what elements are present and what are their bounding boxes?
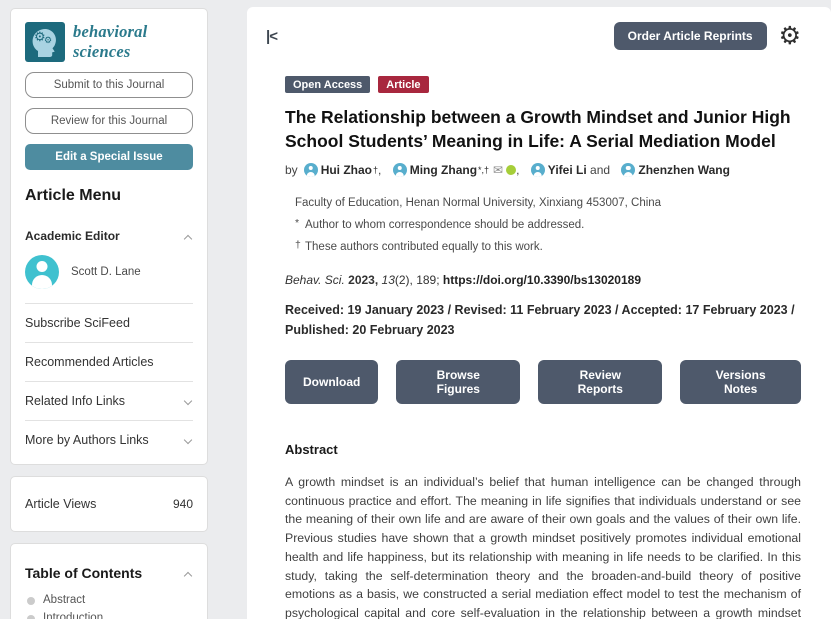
toc-panel: Table of Contents Abstract Introduction …	[10, 543, 208, 619]
citation-issue-pages: (2), 189;	[394, 273, 443, 288]
chevron-down-icon	[183, 435, 193, 445]
article-toolbar: |< Order Article Reprints ⚙	[260, 22, 801, 50]
author-footnote-mark: *,†	[478, 165, 490, 176]
academic-editor-label: Academic Editor	[25, 229, 120, 243]
email-icon[interactable]: ✉	[493, 163, 504, 178]
sidebar-item-recommended-articles[interactable]: Recommended Articles	[25, 342, 193, 381]
toc-header[interactable]: Table of Contents	[25, 557, 193, 591]
toolbar-right: Order Article Reprints ⚙	[613, 21, 801, 50]
article-menu-title: Article Menu	[25, 187, 122, 204]
footnote-text: These authors contributed equally to thi…	[305, 240, 543, 253]
article-badges: Open Access Article	[285, 76, 801, 93]
chevron-up-icon	[183, 234, 193, 243]
edit-special-issue-button[interactable]: Edit a Special Issue	[25, 144, 193, 170]
author-avatar-icon	[303, 163, 318, 178]
sidebar-item-related-info-links[interactable]: Related Info Links	[25, 381, 193, 420]
author-link[interactable]: Zhenzhen Wang	[638, 163, 730, 178]
journal-abbrev: Behav. Sci.	[285, 273, 345, 288]
article-type-badge: Article	[378, 76, 429, 93]
chevron-down-icon	[183, 396, 193, 406]
footnote-marker: *	[295, 216, 300, 229]
versions-notes-button[interactable]: Versions Notes	[680, 360, 801, 405]
citation-volume: 13	[381, 273, 395, 288]
main-panel: |< Order Article Reprints ⚙ Open Access …	[247, 7, 831, 619]
article-content: Open Access Article The Relationship bet…	[260, 50, 801, 619]
author-link[interactable]: Hui Zhao	[320, 163, 373, 178]
footnote-text: Author to whom correspondence should be …	[305, 218, 585, 231]
settings-gear-icon[interactable]: ⚙	[778, 21, 801, 50]
footnote-marker: †	[295, 238, 301, 251]
citation-line: Behav. Sci. 2023, 13(2), 189; https://do…	[285, 273, 801, 287]
affiliation: Faculty of Education, Henan Normal Unive…	[295, 197, 662, 210]
article-dates: Received: 19 January 2023 / Revised: 11 …	[285, 303, 795, 337]
equal-contribution-footnote: † These authors contributed equally to th…	[295, 236, 801, 258]
collapse-sidebar-icon[interactable]: |<	[266, 27, 278, 45]
academic-editor-header[interactable]: Academic Editor	[25, 219, 193, 247]
sidebar-item-label: More by Authors Links	[25, 433, 149, 447]
review-reports-button[interactable]: Review Reports	[538, 360, 663, 405]
author-footnote-mark: †	[373, 165, 379, 176]
sidebar-item-more-by-authors[interactable]: More by Authors Links	[25, 420, 193, 451]
journal-logo-icon: ⚙ ⚙	[25, 22, 65, 62]
journal-logo[interactable]: ⚙ ⚙ behavioral sciences	[25, 22, 193, 62]
citation-year: 2023,	[344, 273, 382, 288]
article-views-label: Article Views	[25, 497, 97, 511]
gear-icon: ⚙	[44, 35, 53, 45]
author-avatar-icon	[621, 163, 636, 178]
editor-avatar	[25, 255, 59, 289]
open-access-badge: Open Access	[285, 76, 371, 93]
byline-prefix: by	[285, 163, 298, 178]
author-byline: by Hui Zhao † , Ming Zhang *,† ✉ , Yifei…	[285, 163, 801, 178]
toc-item-abstract[interactable]: Abstract	[25, 591, 193, 609]
article-views-panel: Article Views 940	[10, 476, 208, 532]
abstract-text: A growth mindset is an individual’s beli…	[285, 475, 801, 619]
author-separator: ,	[516, 163, 523, 178]
author-separator: and	[586, 163, 614, 178]
action-buttons: Download Browse Figures Review Reports V…	[285, 360, 801, 405]
author-avatar-icon	[392, 163, 407, 178]
toc-item-introduction[interactable]: Introduction	[25, 609, 193, 619]
browse-figures-button[interactable]: Browse Figures	[396, 360, 521, 405]
affiliation-block: Faculty of Education, Henan Normal Unive…	[285, 193, 801, 257]
doi-link[interactable]: https://doi.org/10.3390/bs13020189	[442, 273, 641, 288]
author-link[interactable]: Yifei Li	[547, 163, 587, 178]
orcid-icon[interactable]	[506, 165, 517, 176]
abstract-heading: Abstract	[285, 442, 338, 458]
academic-editor-name[interactable]: Scott D. Lane	[71, 266, 141, 278]
head-silhouette-icon	[32, 29, 56, 57]
download-button[interactable]: Download	[285, 360, 379, 405]
gear-icon: ⚙	[34, 29, 46, 44]
correspondence-footnote: * Author to whom correspondence should be…	[295, 214, 801, 236]
toc-title: Table of Contents	[25, 565, 143, 581]
article-views-count: 940	[172, 497, 193, 511]
sidebar: ⚙ ⚙ behavioral sciences Submit to this J…	[10, 8, 208, 619]
author-avatar-icon	[530, 163, 545, 178]
journal-name: behavioral sciences	[73, 22, 148, 61]
author-separator: ,	[378, 163, 385, 178]
academic-editor-row: Scott D. Lane	[25, 247, 193, 303]
sidebar-item-subscribe-scifeed[interactable]: Subscribe SciFeed	[25, 303, 193, 342]
article-title: The Relationship between a Growth Mindse…	[285, 107, 791, 151]
toc-list: Abstract Introduction Literature Review …	[25, 591, 193, 619]
chevron-up-icon	[183, 571, 193, 580]
sidebar-item-label: Related Info Links	[25, 394, 126, 408]
author-link[interactable]: Ming Zhang	[409, 163, 478, 178]
sidebar-item-label: Subscribe SciFeed	[25, 316, 130, 330]
review-journal-button[interactable]: Review for this Journal	[25, 108, 193, 134]
submit-journal-button[interactable]: Submit to this Journal	[25, 72, 193, 98]
journal-panel: ⚙ ⚙ behavioral sciences Submit to this J…	[10, 8, 208, 465]
order-reprints-button[interactable]: Order Article Reprints	[613, 22, 767, 50]
sidebar-item-label: Recommended Articles	[25, 355, 154, 369]
